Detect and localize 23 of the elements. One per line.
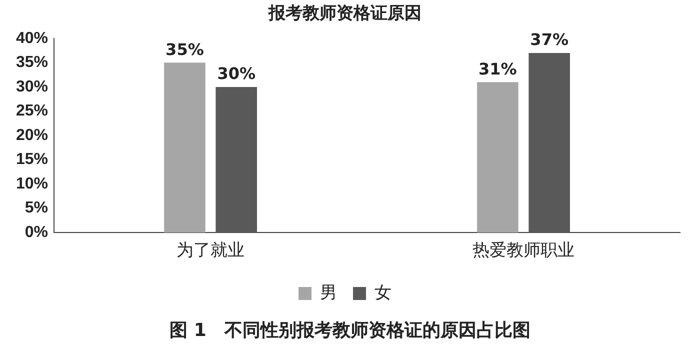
y-tick-label: 40% (16, 30, 48, 47)
data-label: 31% (478, 59, 517, 78)
bar (528, 52, 570, 233)
bar (216, 86, 257, 233)
legend-label: 女 (374, 283, 392, 302)
y-tick-label: 20% (16, 126, 48, 144)
y-tick-label: 35% (16, 54, 48, 72)
data-label: 35% (166, 40, 204, 59)
bar (477, 82, 518, 233)
y-tick-label: 15% (16, 151, 48, 168)
y-tick-label: 5% (24, 200, 48, 217)
y-tick-label: 30% (16, 78, 48, 96)
data-label: 37% (530, 30, 568, 50)
x-tick-label: 为了就业 (176, 240, 245, 260)
chart-title: 报考教师资格证原因 (268, 4, 422, 24)
legend-label: 男 (320, 283, 337, 302)
data-label: 30% (217, 64, 256, 84)
x-tick-label: 热爱教师职业 (472, 240, 575, 260)
y-tick-label: 0% (24, 224, 48, 242)
bar (164, 62, 206, 233)
y-tick-label: 25% (16, 102, 48, 120)
y-tick-label: 10% (16, 175, 48, 192)
caption: 图 1 不同性别报考教师资格证的原因占比图 (168, 319, 532, 342)
